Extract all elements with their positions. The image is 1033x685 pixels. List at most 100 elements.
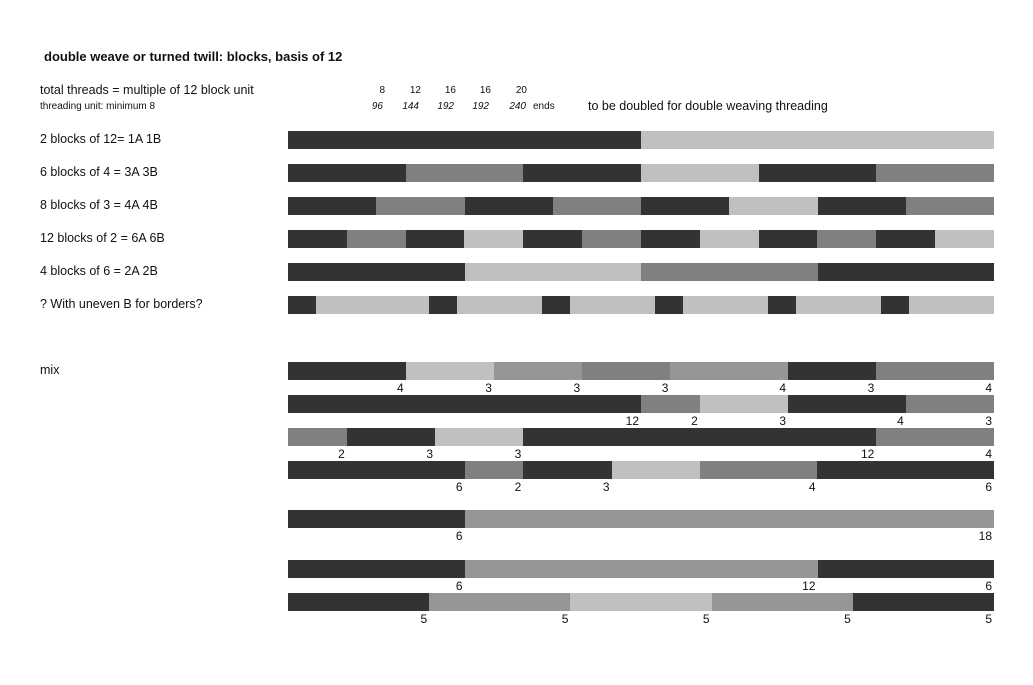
segment-count: 3 <box>514 447 522 461</box>
block-segment <box>523 428 877 446</box>
segment-count: 12 <box>625 414 639 428</box>
segment-count: 2 <box>514 480 522 494</box>
block-segment <box>909 296 994 314</box>
segment-count: 5 <box>420 612 428 626</box>
ends-label: ends <box>533 101 555 112</box>
block-segment <box>346 230 406 248</box>
segment-count: 4 <box>779 381 787 395</box>
block-segment <box>711 593 853 611</box>
total-threads-label: total threads = multiple of 12 block uni… <box>40 83 254 97</box>
block-segment <box>316 296 430 314</box>
block-segment: 0 <box>768 296 803 314</box>
segment-count: 5 <box>844 612 851 626</box>
row-label-3: 8 blocks of 3 = 4A 4B <box>40 198 158 212</box>
segment-count: 12 <box>860 447 875 461</box>
doubling-note: to be doubled for double weaving threadi… <box>588 99 828 113</box>
segment-count: 2 <box>691 414 698 428</box>
block-segment <box>876 428 994 446</box>
block-segment <box>699 395 789 413</box>
block-segment <box>817 560 994 578</box>
block-segment <box>405 164 524 182</box>
block-segment <box>288 560 465 578</box>
segment-count: 6 <box>985 480 992 494</box>
block-segment <box>288 593 430 611</box>
block-segment: 0 <box>542 296 577 314</box>
block-segment <box>552 197 641 215</box>
block-bar-6: 0 0 0 0 0 <box>288 296 994 314</box>
block-segment <box>640 164 759 182</box>
block-segment <box>796 296 881 314</box>
block-segment <box>640 230 700 248</box>
block-segment <box>405 362 494 380</box>
segment-count: 4 <box>897 414 904 428</box>
block-segment <box>464 560 818 578</box>
block-segment <box>582 362 671 380</box>
row-label-2: 6 blocks of 4 = 3A 3B <box>40 165 158 179</box>
block-bar-4 <box>288 230 994 248</box>
block-segment <box>346 428 436 446</box>
block-segment <box>670 362 789 380</box>
block-segment <box>457 296 543 314</box>
block-segment <box>288 395 641 413</box>
segment-count: 5 <box>702 612 710 626</box>
thread-total: 192 <box>437 101 454 112</box>
block-segment <box>582 230 641 248</box>
block-segment <box>570 593 712 611</box>
segment-count: 18 <box>978 529 992 543</box>
block-segment <box>611 461 700 479</box>
segment-count: 6 <box>455 480 463 494</box>
block-segment <box>429 593 571 611</box>
block-segment <box>288 263 465 281</box>
block-segment <box>523 164 641 182</box>
segment-count: 3 <box>779 414 787 428</box>
block-segment: 0 <box>881 296 916 314</box>
segment-count: 5 <box>985 612 992 626</box>
block-segment <box>464 263 641 281</box>
segment-count: 4 <box>985 447 992 461</box>
mix-bar-6 <box>288 560 994 578</box>
block-segment <box>288 197 377 215</box>
mix-bar-2 <box>288 395 994 413</box>
segment-count: 4 <box>985 381 992 395</box>
block-segment <box>493 362 583 380</box>
block-segment <box>523 461 612 479</box>
block-segment <box>817 461 994 479</box>
row-label-4: 12 blocks of 2 = 6A 6B <box>40 231 165 245</box>
block-segment <box>435 428 524 446</box>
mix-label: mix <box>40 363 60 377</box>
thread-total: 192 <box>472 101 489 112</box>
segment-count: 3 <box>602 480 610 494</box>
segment-count: 3 <box>985 414 992 428</box>
thread-total: 96 <box>371 101 383 112</box>
block-segment <box>758 230 818 248</box>
block-bar-5 <box>288 263 994 281</box>
block-segment <box>876 230 936 248</box>
block-segment <box>288 428 347 446</box>
block-segment <box>788 362 877 380</box>
thread-total: 240 <box>509 101 526 112</box>
block-segment <box>876 164 994 182</box>
block-segment <box>876 362 994 380</box>
block-segment <box>817 263 994 281</box>
block-segment <box>288 362 406 380</box>
block-bar-2 <box>288 164 994 182</box>
mix-bar-7 <box>288 593 994 611</box>
block-segment <box>288 131 641 149</box>
block-segment <box>464 510 994 528</box>
block-segment <box>288 461 465 479</box>
block-segment <box>288 510 465 528</box>
row-label-5: 4 blocks of 6 = 2A 2B <box>40 264 158 278</box>
block-count: 8 <box>379 85 385 96</box>
segment-count: 2 <box>338 447 345 461</box>
block-segment <box>935 230 994 248</box>
block-segment <box>464 197 553 215</box>
block-segment <box>641 131 994 149</box>
block-segment <box>905 395 994 413</box>
mix-bar-4 <box>288 461 994 479</box>
block-segment <box>699 461 818 479</box>
block-count: 20 <box>515 85 527 96</box>
block-count: 16 <box>479 85 491 96</box>
block-segment <box>376 197 465 215</box>
threading-unit-label: threading unit: minimum 8 <box>40 101 156 112</box>
block-segment <box>788 395 906 413</box>
